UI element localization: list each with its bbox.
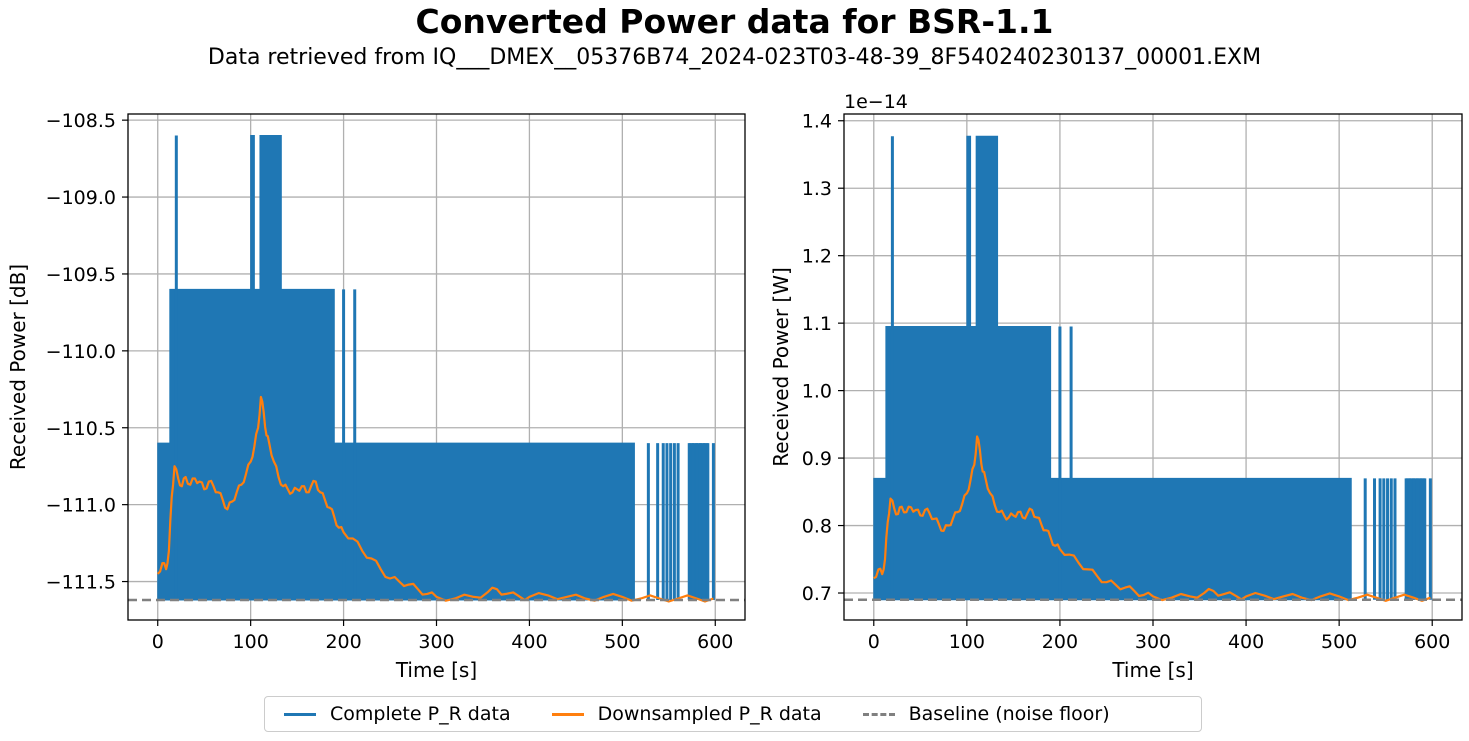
y-tick-label-2: 0.9 [802,448,832,470]
y-tick-label-1: −109.0 [46,187,116,209]
x-tick-label-4: 400 [1228,631,1264,653]
legend-swatch-complete [284,712,316,716]
x-tick-label-6: 600 [1414,631,1450,653]
y-tick-label-4: 1.1 [802,313,832,335]
y-tick-label-0: −108.5 [46,110,116,132]
x-tick-label-5: 500 [604,631,640,653]
y-tick-label-2: −109.5 [46,264,116,286]
x-axis-label: Time [s] [395,658,477,682]
x-tick-label-1: 100 [233,631,269,653]
x-tick-label-1: 100 [949,631,985,653]
x-tick-label-2: 200 [325,631,361,653]
legend-item-downsampled: Downsampled P_R data [551,703,822,725]
series-complete-band [873,135,1352,601]
y-tick-label-6: −111.5 [46,572,116,594]
y-tick-label-3: −110.0 [46,341,116,363]
chart-legend: Complete P_R data Downsampled P_R data B… [264,696,1202,732]
legend-item-baseline: Baseline (noise floor) [862,703,1110,725]
legend-label-downsampled: Downsampled P_R data [597,703,822,725]
y-axis-label: Received Power [dB] [6,264,30,470]
x-tick-label-3: 300 [418,631,454,653]
y-tick-label-5: 1.2 [802,246,832,268]
series-downsampled-line [873,435,1431,602]
figure-subtitle: Data retrieved from IQ___DMEX__05376B74_… [207,45,1262,70]
chart-panel-db: 0 100 200 300 400 500 600 −108.5 −109.0 −109.5 −11… [6,110,746,682]
y-tick-label-3: 1.0 [802,381,832,403]
legend-item-complete: Complete P_R data [284,703,511,725]
y-tick-label-4: −110.5 [46,418,116,440]
plot-area [128,135,745,603]
y-tick-label-5: −111.0 [46,495,116,517]
legend-swatch-downsampled [551,712,584,716]
x-tick-label-6: 600 [697,631,733,653]
legend-label-complete: Complete P_R data [330,703,511,725]
x-tick-label-0: 0 [152,631,164,653]
y-tick-label-7: 1.4 [802,111,832,133]
chart-panel-watts: 0 100 200 300 400 500 600 0.7 0.8 0.9 1.0 1.1 1.2 1.3… [769,91,1463,682]
x-tick-label-0: 0 [868,631,880,653]
legend-swatch-baseline [862,712,895,716]
x-tick-label-3: 300 [1135,631,1171,653]
x-tick-label-5: 500 [1321,631,1357,653]
y-tick-label-6: 1.3 [802,178,832,200]
legend-label-baseline: Baseline (noise floor) [908,703,1110,725]
figure-title: Converted Power data for BSR-1.1 [415,2,1054,41]
x-axis-label: Time [s] [1111,658,1193,682]
series-downsampled-line [156,395,714,603]
plot-area [844,135,1462,602]
series-complete-band [157,135,635,601]
x-tick-label-4: 400 [511,631,547,653]
y-offset-text: 1e−14 [844,91,908,113]
y-tick-label-1: 0.8 [802,516,832,538]
y-axis-label: Received Power [W] [769,267,793,467]
x-tick-label-2: 200 [1042,631,1078,653]
y-tick-label-0: 0.7 [802,583,832,605]
